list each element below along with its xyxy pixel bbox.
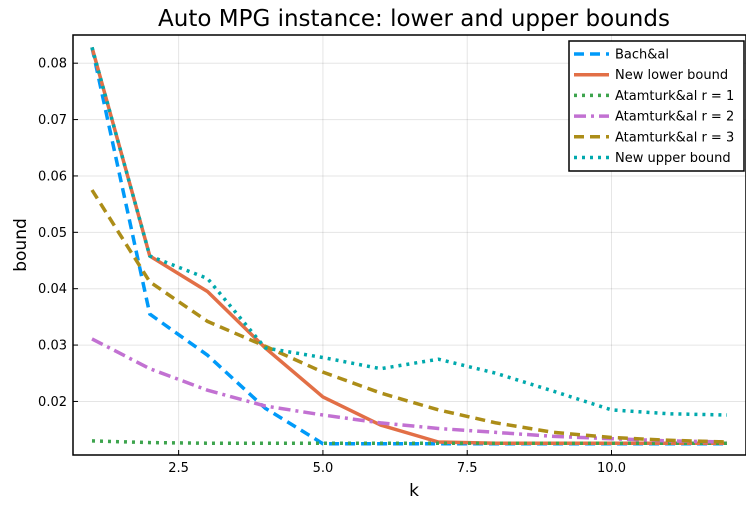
legend-label: Bach&al — [615, 48, 669, 63]
legend: Bach&al New lower bound Atamturk&al r = 1 A… — [568, 40, 745, 172]
y-tick-label: 0.05 — [38, 226, 67, 241]
y-tick-label: 0.02 — [38, 395, 67, 410]
y-axis-label: bound — [11, 218, 31, 272]
x-tick-label: 2.5 — [168, 461, 189, 476]
y-tick-label: 0.08 — [38, 57, 67, 72]
plot-frame — [72, 34, 746, 456]
series-line-5 — [90, 189, 728, 444]
y-tick-label: 0.06 — [38, 169, 67, 184]
series-line-3 — [91, 439, 727, 445]
legend-label: Atamturk&al r = 2 — [615, 110, 734, 125]
legend-label: New lower bound — [615, 68, 728, 83]
x-tick-label: 10.0 — [597, 461, 626, 476]
series-group — [90, 46, 728, 446]
x-tick-label: 7.5 — [457, 461, 478, 476]
y-axis-ticks: 0.02 0.03 0.04 0.05 0.06 0.07 0.08 — [38, 57, 78, 410]
x-axis-ticks: 2.5 5.0 7.5 10.0 — [168, 450, 626, 476]
legend-box — [568, 40, 745, 172]
series-line-4 — [91, 337, 728, 444]
x-tick-label: 5.0 — [313, 461, 334, 476]
legend-label: Atamturk&al r = 3 — [615, 130, 734, 145]
legend-label: Atamturk&al r = 1 — [615, 89, 734, 104]
y-tick-label: 0.04 — [38, 282, 67, 297]
y-tick-label: 0.07 — [38, 113, 67, 128]
x-axis-label: k — [409, 481, 419, 501]
y-tick-label: 0.03 — [38, 339, 67, 354]
legend-label: New upper bound — [615, 151, 731, 166]
chart-title: Auto MPG instance: lower and upper bound… — [158, 6, 670, 32]
